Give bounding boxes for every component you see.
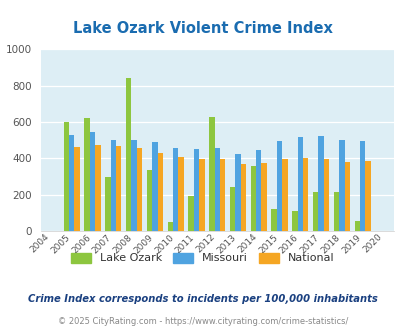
Bar xyxy=(105,178,110,231)
Bar xyxy=(64,122,69,231)
Bar xyxy=(69,135,74,231)
Bar xyxy=(173,148,178,231)
Bar xyxy=(220,159,225,231)
Bar xyxy=(136,148,142,231)
Bar xyxy=(235,154,240,231)
Bar xyxy=(271,209,276,231)
Bar xyxy=(318,136,323,231)
Bar xyxy=(116,146,121,231)
Bar xyxy=(338,140,344,231)
Bar xyxy=(157,153,162,231)
Bar xyxy=(188,196,193,231)
Text: © 2025 CityRating.com - https://www.cityrating.com/crime-statistics/: © 2025 CityRating.com - https://www.city… xyxy=(58,317,347,326)
Bar xyxy=(74,147,80,231)
Bar xyxy=(333,192,338,231)
Bar xyxy=(344,162,349,231)
Bar xyxy=(261,163,266,231)
Bar xyxy=(250,166,256,231)
Legend: Lake Ozark, Missouri, National: Lake Ozark, Missouri, National xyxy=(68,249,337,267)
Bar xyxy=(276,141,281,231)
Bar xyxy=(292,211,297,231)
Bar xyxy=(198,159,204,231)
Bar xyxy=(126,78,131,231)
Bar xyxy=(131,140,136,231)
Bar xyxy=(209,116,214,231)
Bar xyxy=(354,221,359,231)
Bar xyxy=(229,186,235,231)
Bar xyxy=(214,148,220,231)
Text: Lake Ozark Violent Crime Index: Lake Ozark Violent Crime Index xyxy=(73,21,332,36)
Bar xyxy=(110,140,116,231)
Bar xyxy=(240,164,245,231)
Bar xyxy=(167,222,173,231)
Bar xyxy=(297,137,302,231)
Bar xyxy=(152,142,157,231)
Bar xyxy=(359,141,364,231)
Bar xyxy=(302,158,308,231)
Bar xyxy=(312,192,318,231)
Bar xyxy=(193,149,198,231)
Bar xyxy=(281,159,287,231)
Bar xyxy=(84,118,90,231)
Bar xyxy=(178,157,183,231)
Text: Crime Index corresponds to incidents per 100,000 inhabitants: Crime Index corresponds to incidents per… xyxy=(28,294,377,304)
Bar xyxy=(95,145,100,231)
Bar xyxy=(147,170,152,231)
Bar xyxy=(256,150,261,231)
Bar xyxy=(364,161,370,231)
Bar xyxy=(323,159,328,231)
Bar xyxy=(90,132,95,231)
